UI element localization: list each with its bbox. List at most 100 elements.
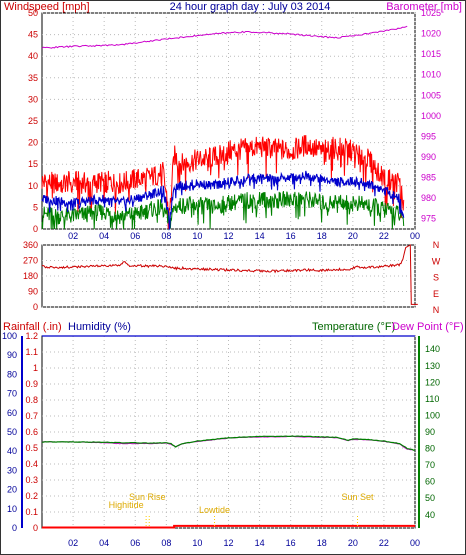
temperature-tick-label: 120 bbox=[425, 377, 440, 387]
windspeed-tick-label: 10 bbox=[28, 181, 38, 191]
humidity-tick-label: 20 bbox=[7, 485, 17, 495]
temperature-tick-label: 40 bbox=[425, 510, 435, 520]
dewpoint-axis-label: Dew Point (°F) bbox=[392, 321, 464, 333]
windspeed-ticks: 0 5 10 15 20 25 30 35 40 45 50 bbox=[28, 8, 38, 234]
direction-tick-label: 90 bbox=[28, 287, 38, 297]
hour-tick-label: 00 bbox=[410, 231, 420, 241]
rainfall-line bbox=[42, 524, 415, 529]
direction-tick-label: 0 bbox=[33, 302, 38, 312]
hour-tick-label: 18 bbox=[317, 538, 327, 548]
hour-tick-label: 16 bbox=[286, 231, 296, 241]
hour-tick-label: 08 bbox=[161, 231, 171, 241]
windspeed-tick-label: 50 bbox=[28, 8, 38, 18]
humidity-tick-label: 10 bbox=[7, 504, 17, 514]
hour-tick-label: 08 bbox=[161, 538, 171, 548]
hour-tick-label: 14 bbox=[255, 231, 265, 241]
chart-title: 24 hour graph day : July 03 2014 bbox=[170, 1, 331, 13]
rainfall-tick-label: 0.7 bbox=[25, 411, 38, 421]
humidity-tick-label: 40 bbox=[7, 446, 17, 456]
windspeed-tick-label: 0 bbox=[33, 224, 38, 234]
barometer-tick-label: 1025 bbox=[421, 8, 441, 18]
event-label: Lowtide bbox=[199, 505, 230, 515]
windspeed-tick-label: 45 bbox=[28, 30, 38, 40]
barometer-line bbox=[41, 25, 408, 49]
rainfall-axis-label: Rainfall (.in) bbox=[3, 321, 62, 333]
compass-label: S bbox=[433, 273, 439, 283]
barometer-tick-label: 1015 bbox=[421, 49, 441, 59]
rainfall-tick-label: 0.2 bbox=[25, 491, 38, 501]
barometer-tick-label: 990 bbox=[421, 152, 436, 162]
barometer-tick-label: 1010 bbox=[421, 70, 441, 80]
humidity-tick-label: 80 bbox=[7, 369, 17, 379]
temperature-ticks: 40 50 60 70 80 90 100 110 120 130 140 bbox=[418, 336, 440, 528]
rainfall-tick-label: 0.6 bbox=[25, 427, 38, 437]
rainfall-tick-label: 0.5 bbox=[25, 443, 38, 453]
hour-tick-label: 00 bbox=[410, 538, 420, 548]
rainfall-tick-label: 1.2 bbox=[25, 331, 38, 341]
humidity-axis-label: Humidity (%) bbox=[68, 321, 131, 333]
hour-tick-label: 04 bbox=[99, 231, 109, 241]
windspeed-tick-label: 20 bbox=[28, 138, 38, 148]
rainfall-tick-label: 1 bbox=[33, 363, 38, 373]
temperature-tick-label: 130 bbox=[425, 361, 440, 371]
barometer-tick-label: 985 bbox=[421, 173, 436, 183]
humidity-tick-label: 30 bbox=[7, 465, 17, 475]
compass-label: E bbox=[433, 289, 439, 299]
humidity-tick-label: 70 bbox=[7, 389, 17, 399]
temperature-tick-label: 100 bbox=[425, 410, 440, 420]
temperature-tick-label: 90 bbox=[425, 427, 435, 437]
rainfall-tick-label: 0.9 bbox=[25, 379, 38, 389]
direction-tick-label: 270 bbox=[23, 256, 38, 266]
windspeed-tick-label: 5 bbox=[33, 202, 38, 212]
rainfall-tick-label: 0.4 bbox=[25, 459, 38, 469]
barometer-tick-label: 1000 bbox=[421, 111, 441, 121]
temperature-tick-label: 70 bbox=[425, 460, 435, 470]
compass-label: N bbox=[433, 240, 440, 250]
hour-tick-label: 22 bbox=[379, 538, 389, 548]
hour-tick-label: 16 bbox=[286, 538, 296, 548]
event-label: Highitide bbox=[109, 500, 144, 510]
event-label: Sun Set bbox=[341, 492, 374, 502]
climate-series bbox=[41, 335, 416, 529]
barometer-tick-label: 1020 bbox=[421, 29, 441, 39]
hour-tick-label: 12 bbox=[223, 538, 233, 548]
rainfall-tick-label: 0.1 bbox=[25, 507, 38, 517]
hour-tick-label: 20 bbox=[348, 538, 358, 548]
humidity-tick-label: 60 bbox=[7, 408, 17, 418]
hour-tick-label: 18 bbox=[317, 231, 327, 241]
hour-tick-label: 06 bbox=[130, 231, 140, 241]
temperature-tick-label: 110 bbox=[425, 394, 439, 404]
windspeed-wind-line bbox=[41, 191, 405, 230]
humidity-tick-label: 50 bbox=[7, 427, 17, 437]
windspeed-avg-line bbox=[41, 170, 405, 231]
direction-series bbox=[42, 244, 418, 305]
direction-tick-label: 180 bbox=[23, 271, 38, 281]
humidity-tick-label: 90 bbox=[7, 350, 17, 360]
barometer-tick-label: 995 bbox=[421, 131, 436, 141]
hour-tick-label: 22 bbox=[379, 231, 389, 241]
barometer-ticks: 975 980 985 990 995 1000 1005 1010 1015 1020 1025 bbox=[421, 8, 441, 224]
barometer-tick-label: 1005 bbox=[421, 90, 441, 100]
barometer-axis-label: Barometer [mb] bbox=[386, 1, 462, 13]
barometer-tick-label: 980 bbox=[421, 193, 436, 203]
humidity-ticks: 0 10 20 30 40 50 60 70 80 90 100 bbox=[2, 331, 23, 533]
direction-tick-label: 360 bbox=[23, 240, 38, 250]
event-label: Sun Rise bbox=[129, 492, 166, 502]
compass-label: W bbox=[432, 256, 441, 266]
wind-direction-line bbox=[42, 244, 418, 305]
rainfall-tick-label: 0.8 bbox=[25, 395, 38, 405]
rainfall-tick-label: 0.3 bbox=[25, 475, 38, 485]
hour-tick-label: 04 bbox=[99, 538, 109, 548]
windspeed-tick-label: 30 bbox=[28, 94, 38, 104]
hour-tick-label: 14 bbox=[255, 538, 265, 548]
windspeed-tick-label: 40 bbox=[28, 51, 38, 61]
hour-tick-label: 10 bbox=[192, 538, 202, 548]
rainfall-tick-label: 1.1 bbox=[25, 347, 38, 357]
climate-panel: 0 0.1 0.2 0.3 0.4 0.5 0.6 0.7 0.8 0.9 1 1.1 1.2 0 10 2… bbox=[2, 321, 464, 548]
windspeed-gust-line bbox=[41, 135, 405, 230]
temperature-tick-label: 80 bbox=[425, 444, 435, 454]
